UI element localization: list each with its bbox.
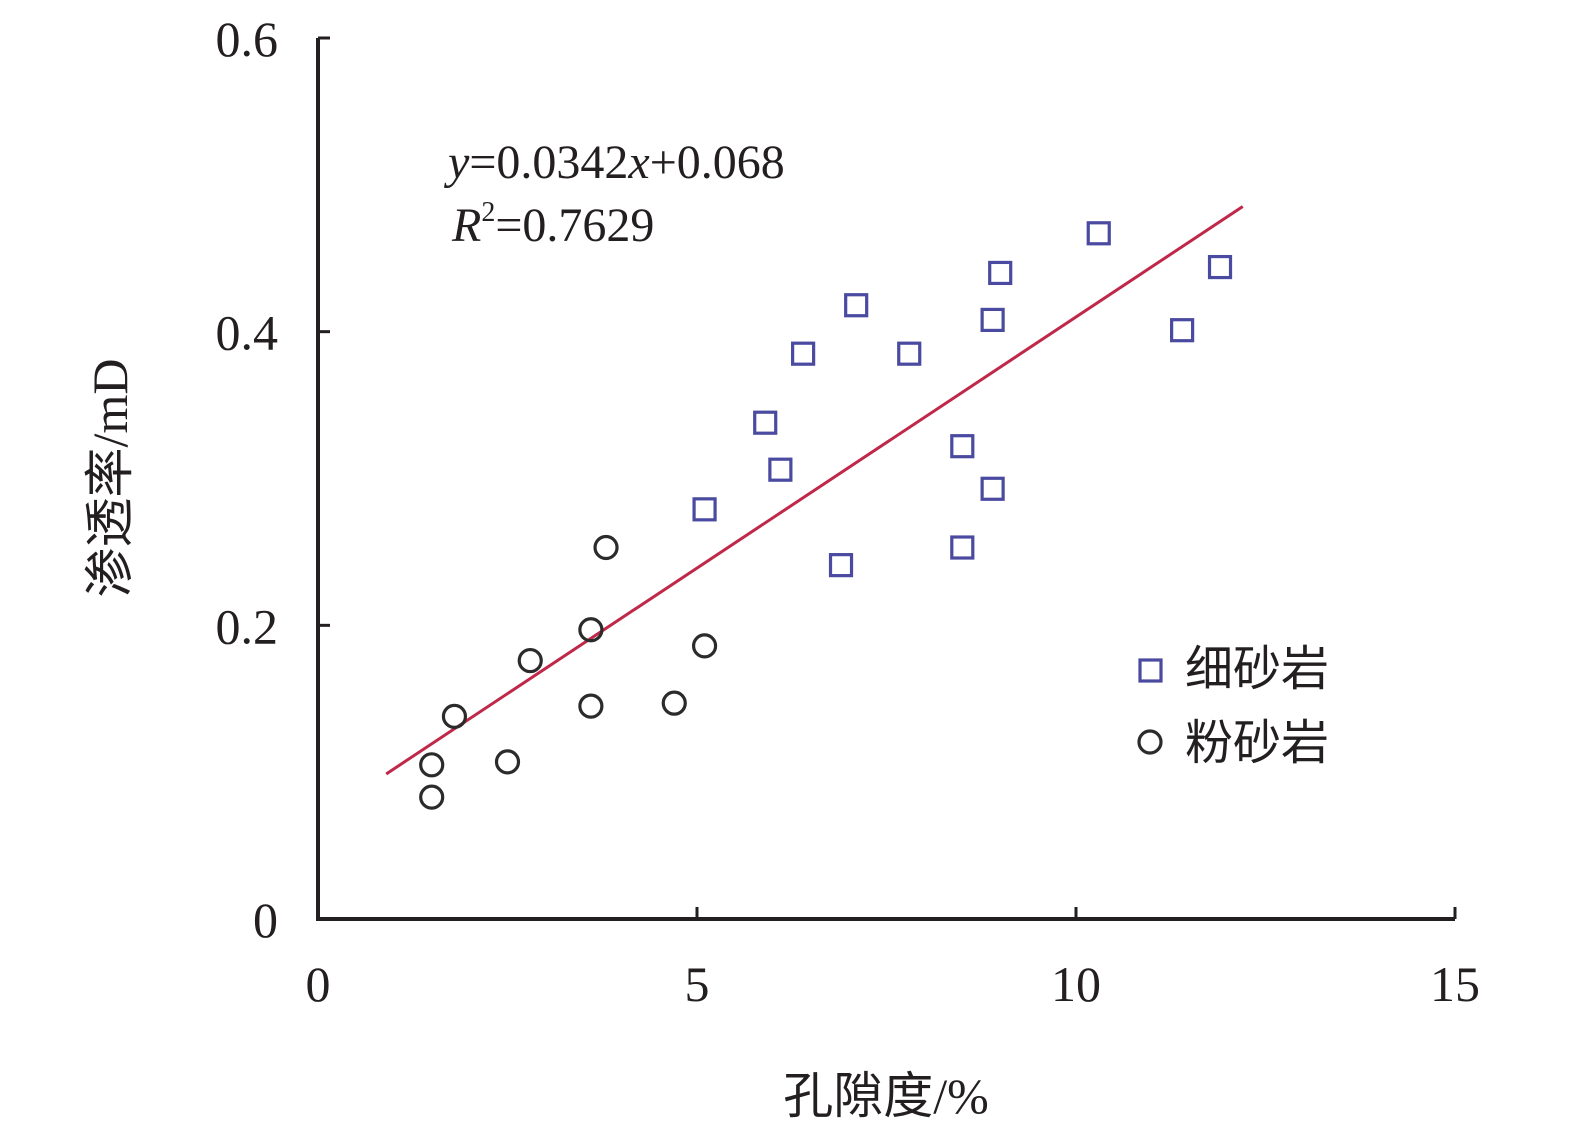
data-point-siltstone (419, 752, 445, 778)
legend-marker-siltstone (1137, 729, 1163, 755)
data-point-fine-sandstone (791, 341, 816, 366)
data-point-fine-sandstone (1170, 318, 1195, 343)
r-symbol: R (451, 199, 481, 252)
legend-label-fine-sandstone: 细砂岩 (1185, 643, 1329, 696)
x-tick-label: 0 (306, 956, 331, 1012)
data-point-siltstone (593, 534, 619, 561)
data-point-fine-sandstone (897, 341, 922, 366)
x-tick-label: 10 (1051, 956, 1101, 1012)
data-points (419, 221, 1233, 810)
r-superscript: 2 (481, 197, 495, 228)
data-point-fine-sandstone (950, 535, 975, 560)
legend: 细砂岩 粉砂岩 (1137, 643, 1329, 770)
equation-y-symbol: y (443, 136, 470, 189)
data-point-siltstone (691, 633, 718, 659)
data-point-fine-sandstone (1086, 221, 1111, 246)
y-tick-label: 0.2 (216, 598, 279, 654)
axes (316, 38, 1455, 921)
data-point-fine-sandstone (828, 553, 854, 578)
data-point-siltstone (419, 784, 445, 810)
y-tick-label: 0 (253, 892, 278, 948)
x-tick-label: 5 (685, 956, 710, 1012)
y-tick-label: 0.4 (216, 305, 279, 361)
r-squared-value: =0.7629 (495, 199, 654, 252)
r-squared: R2=0.7629 (451, 197, 654, 252)
tick-labels: 0 5 10 15 0 0.2 0.4 0.6 (216, 11, 1481, 1012)
data-point-fine-sandstone (844, 293, 869, 318)
data-point-siltstone (661, 690, 687, 716)
trendline (385, 205, 1244, 776)
data-point-siltstone (441, 703, 468, 729)
data-point-fine-sandstone (980, 307, 1005, 333)
data-point-siltstone (517, 647, 543, 674)
data-point-siltstone (578, 693, 604, 719)
regression-equation: y=0.0342x+0.068 (443, 136, 785, 189)
data-point-fine-sandstone (692, 497, 717, 522)
x-axis-title: 孔隙度/% (783, 1068, 989, 1124)
equation-intercept: +0.068 (650, 136, 785, 189)
y-tick-label: 0.6 (216, 11, 279, 67)
y-axis-title: 渗透率/mD (82, 359, 138, 598)
equation-slope: =0.0342 (469, 136, 628, 189)
data-point-siltstone (578, 617, 604, 643)
data-point-fine-sandstone (988, 260, 1013, 286)
data-point-fine-sandstone (753, 410, 778, 435)
legend-label-siltstone: 粉砂岩 (1185, 717, 1329, 770)
equation-x-symbol: x (627, 136, 649, 189)
data-point-fine-sandstone (980, 476, 1005, 501)
data-point-siltstone (494, 749, 521, 775)
data-point-fine-sandstone (1207, 254, 1233, 280)
x-tick-label: 15 (1430, 956, 1480, 1012)
data-point-fine-sandstone (768, 457, 793, 482)
ticks (318, 36, 1457, 919)
data-point-fine-sandstone (950, 434, 975, 459)
legend-marker-fine-sandstone (1138, 658, 1163, 683)
